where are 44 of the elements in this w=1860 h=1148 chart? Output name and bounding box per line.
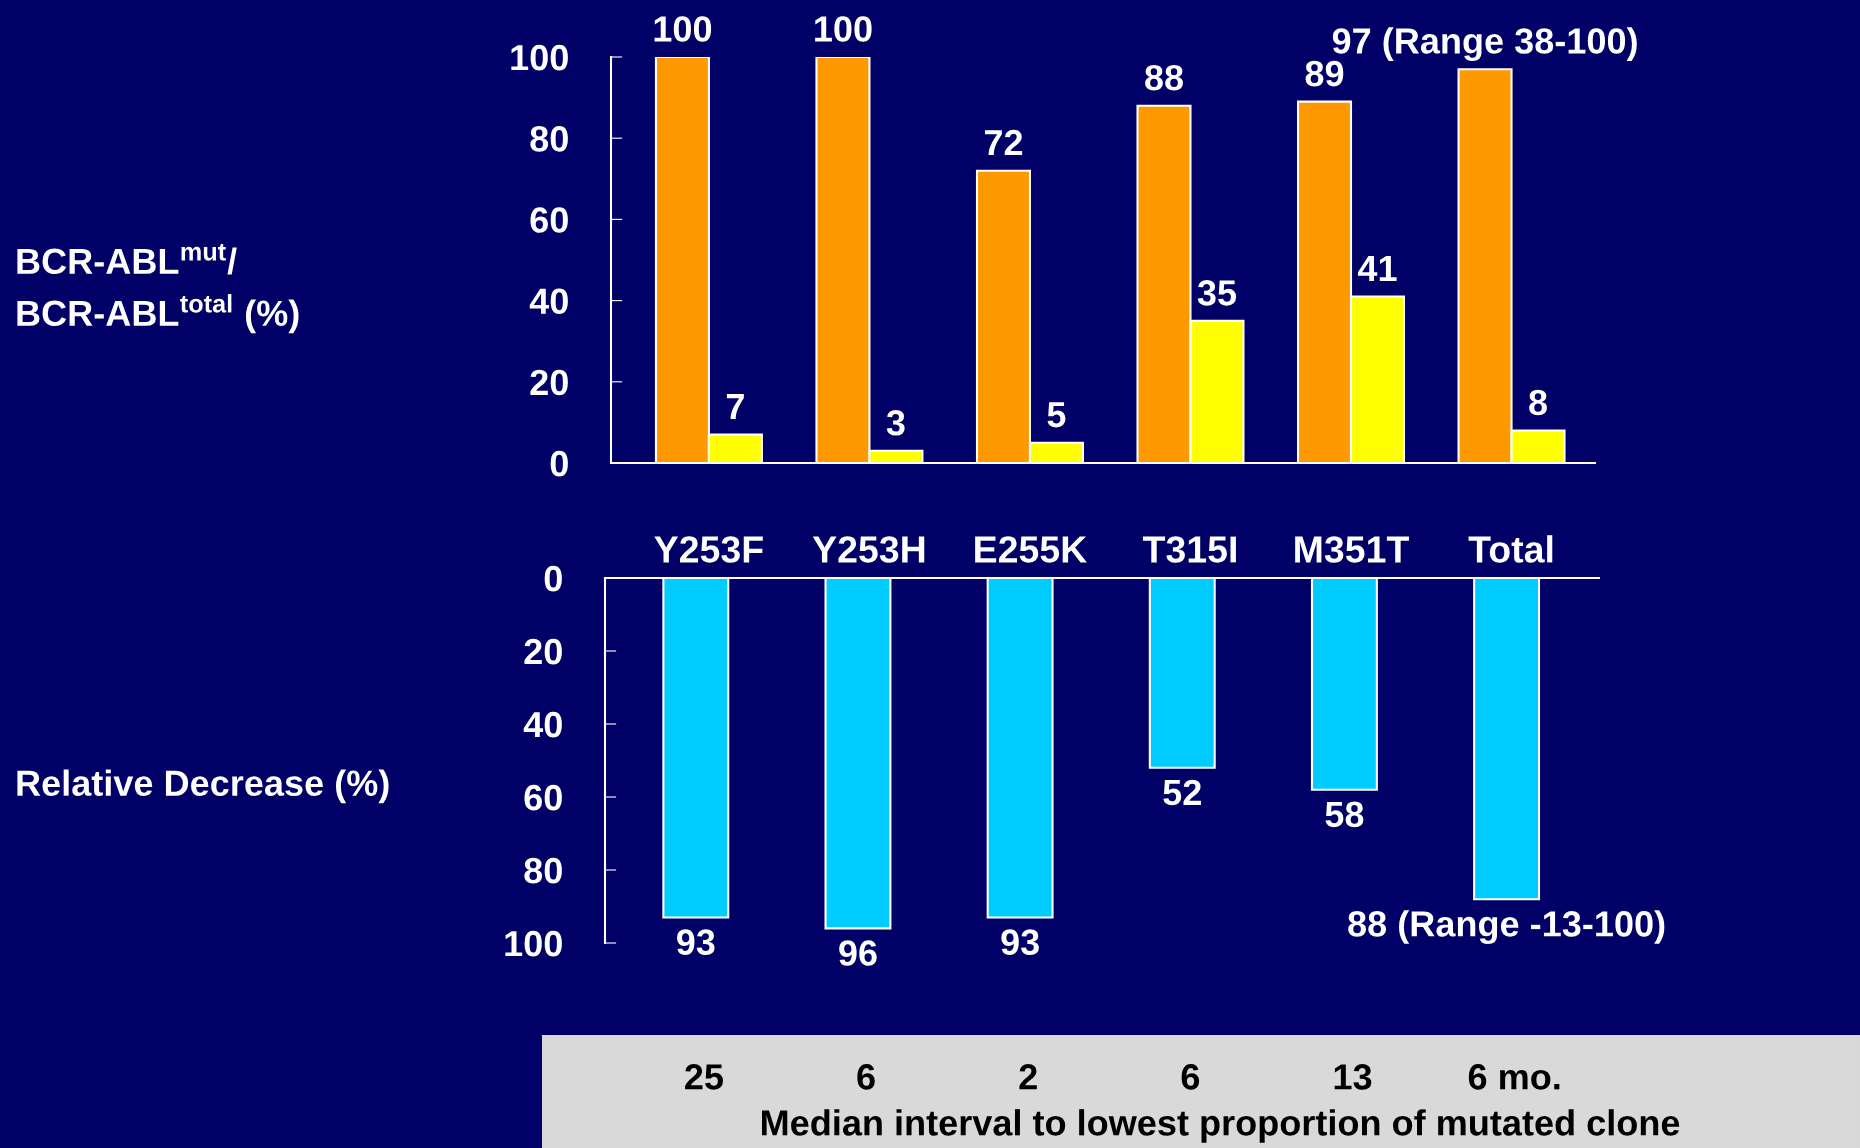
text: 25 — [685, 1064, 723, 1090]
data-label: 72 — [984, 129, 1023, 156]
data-label: 52 — [1163, 779, 1201, 806]
data-label: 35 — [1197, 280, 1237, 306]
x-tick-label: Y253H — [812, 536, 925, 563]
text: 6 — [857, 1064, 875, 1090]
y-tick-label: 40 — [523, 711, 562, 738]
data-label: 100 — [654, 16, 712, 42]
y-tick-label: 80 — [530, 126, 568, 152]
data-label: 41 — [1357, 256, 1397, 281]
y-tick-label: 60 — [524, 784, 562, 811]
data-label: 93 — [1001, 929, 1039, 955]
data-label: 8 — [1529, 389, 1547, 416]
y-tick-label: 100 — [511, 44, 568, 71]
data-label: 3 — [886, 409, 905, 436]
text: BCR-ABL$^{mut}$/ BCR-ABL$^{total}$ (%) — [17, 243, 299, 334]
y-tick-label: 60 — [530, 207, 568, 233]
text: 6 — [1181, 1064, 1200, 1090]
data-label: 88 — [1145, 64, 1183, 91]
data-label: 96 — [839, 940, 877, 966]
y-tick-label: 80 — [524, 857, 562, 884]
text: 2 — [1019, 1064, 1037, 1090]
x-tick-label: Total — [1468, 535, 1553, 563]
data-label: 7 — [726, 394, 744, 419]
data-label: 89 — [1305, 60, 1344, 87]
text: Median interval to lowest proportion of mutated clone — [762, 1109, 1680, 1143]
data-label: 93 — [676, 929, 715, 955]
x-tick-label: T315I — [1142, 536, 1236, 563]
text: 13 — [1334, 1064, 1372, 1090]
x-tick-label: E255K — [975, 536, 1087, 563]
data-label: 58 — [1325, 801, 1364, 828]
data-label: 88 (Range -13-100) — [1348, 910, 1665, 944]
y-tick-label: 20 — [530, 369, 568, 396]
data-label: 5 — [1047, 402, 1066, 428]
y-tick-label: 20 — [524, 638, 562, 665]
y-tick-label: 40 — [529, 288, 568, 315]
y-tick-label: 100 — [505, 930, 562, 957]
text: 6 mo. — [1468, 1064, 1560, 1090]
x-tick-label: M351T — [1295, 536, 1409, 563]
x-tick-label: Y253F — [654, 536, 763, 563]
data-label: 100 — [815, 16, 872, 42]
y-tick-label: 0 — [544, 565, 562, 592]
y-tick-label: 0 — [550, 450, 568, 477]
y-axis-title: Relative Decrease (%) — [17, 769, 389, 804]
